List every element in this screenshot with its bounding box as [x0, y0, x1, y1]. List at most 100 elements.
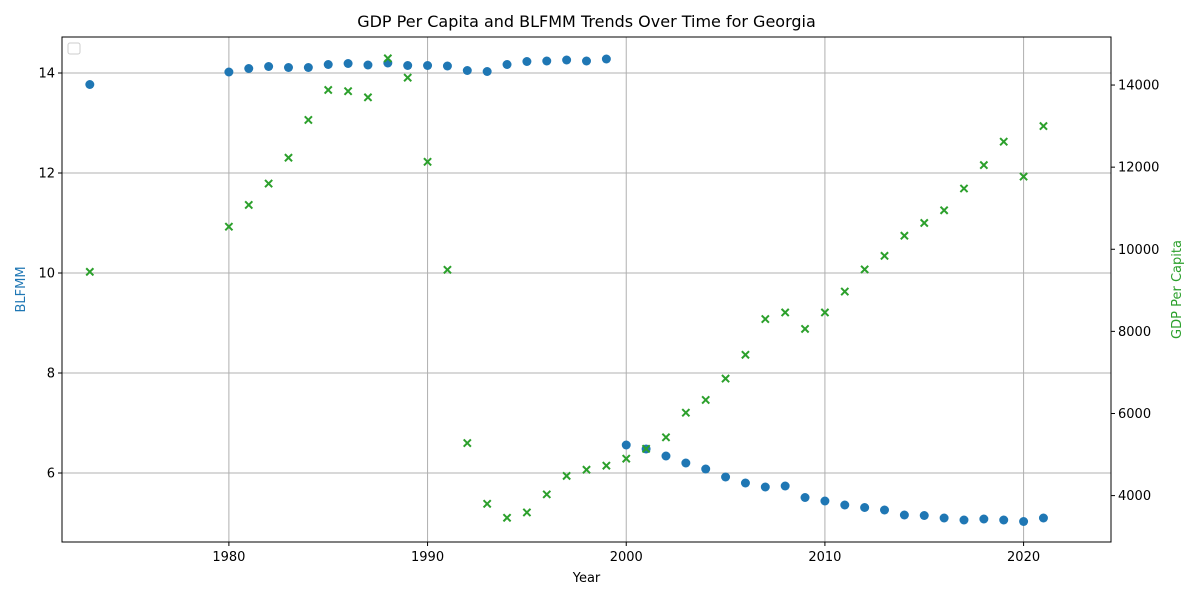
blfmm-point	[582, 56, 591, 66]
gdp-point	[661, 432, 671, 442]
blfmm-point	[999, 515, 1009, 525]
blfmm-point	[323, 60, 333, 69]
blfmm-point	[601, 54, 611, 64]
y-left-tick-label: 8	[47, 367, 55, 382]
y-axis-left: 6 8 10 12 14	[38, 67, 62, 482]
gdp-point	[721, 374, 730, 383]
blfmm-point	[681, 458, 691, 468]
x-tick-label: 1990	[411, 550, 444, 565]
blfmm-point	[701, 464, 711, 474]
gdp-point	[323, 85, 333, 95]
blfmm-point	[959, 515, 969, 525]
blfmm-point	[820, 496, 830, 506]
gdp-point	[244, 200, 254, 210]
blfmm-point	[423, 61, 433, 70]
gdp-point	[800, 324, 810, 334]
y-right-tick-label: 14000	[1118, 79, 1159, 94]
gdp-point	[1019, 172, 1028, 181]
blfmm-point	[562, 55, 572, 65]
blfmm-point	[880, 505, 890, 515]
y-left-tick-label: 12	[38, 167, 55, 182]
blfmm-point	[85, 80, 95, 89]
gdp-point	[343, 86, 353, 96]
blfmm-point	[840, 500, 850, 510]
gdp-point	[900, 231, 909, 241]
gdp-series	[85, 54, 1048, 523]
plot-frame	[61, 36, 1112, 543]
y-left-tick-label: 6	[47, 467, 55, 482]
gdp-point	[681, 408, 691, 417]
blfmm-point	[442, 61, 452, 71]
gdp-point	[860, 265, 869, 274]
gdp-point	[820, 308, 830, 317]
gdp-point	[264, 179, 273, 188]
gdp-point	[880, 251, 889, 261]
gdp-point	[959, 184, 969, 193]
y-axis-right-label: GDP Per Capita	[1170, 240, 1185, 339]
gdp-point	[919, 218, 929, 228]
gdp-point	[304, 115, 313, 125]
blfmm-point	[919, 511, 929, 520]
gdp-point	[522, 508, 532, 517]
y-right-tick-label: 6000	[1118, 407, 1151, 422]
gdp-point	[482, 499, 492, 509]
gdp-point	[383, 54, 393, 63]
gdp-point	[85, 267, 95, 277]
gdp-point	[701, 395, 711, 405]
y-left-tick-label: 10	[38, 267, 55, 282]
blfmm-point	[721, 472, 731, 482]
gdp-point	[840, 287, 850, 296]
gdp-point	[741, 350, 750, 360]
y-left-tick-label: 14	[38, 67, 55, 82]
blfmm-point	[283, 63, 293, 72]
blfmm-point	[343, 59, 353, 68]
gdp-point	[403, 73, 413, 82]
blfmm-point	[522, 57, 532, 66]
gdp-point	[562, 471, 571, 481]
gdp-point	[979, 160, 989, 170]
legend-box	[67, 42, 81, 55]
blfmm-point	[264, 62, 274, 71]
blfmm-point	[303, 63, 313, 72]
gdp-point	[224, 222, 234, 231]
blfmm-point	[482, 67, 492, 76]
blfmm-point	[899, 510, 909, 520]
x-tick-label: 2010	[808, 550, 841, 565]
gdp-point	[423, 157, 432, 167]
blfmm-point	[860, 503, 870, 512]
gdp-point	[939, 205, 949, 215]
gdp-point	[1039, 121, 1048, 131]
x-tick-label: 1980	[212, 550, 245, 565]
y-axis-right: 4000 6000 8000 10000 12000 14000	[1111, 79, 1159, 504]
grid-lines	[62, 37, 1111, 542]
chart-title: GDP Per Capita and BLFMM Trends Over Tim…	[357, 12, 816, 31]
gdp-point	[582, 465, 591, 475]
blfmm-point	[462, 66, 472, 75]
y-right-tick-label: 10000	[1118, 243, 1159, 258]
gdp-point	[999, 137, 1009, 147]
blfmm-point	[1038, 513, 1048, 523]
x-axis-label: Year	[572, 571, 601, 586]
blfmm-point	[800, 493, 810, 502]
gdp-point	[602, 461, 611, 470]
blfmm-point	[224, 67, 234, 77]
x-axis: 1980 1990 2000 2010 2020	[212, 542, 1040, 565]
blfmm-point	[780, 481, 790, 491]
x-tick-label: 2000	[610, 550, 643, 565]
y-axis-left-label: BLFMM	[14, 266, 29, 312]
blfmm-point	[1019, 517, 1029, 526]
gdp-point	[284, 153, 293, 163]
blfmm-point	[621, 440, 631, 450]
blfmm-point	[760, 482, 770, 492]
blfmm-point	[542, 56, 552, 66]
blfmm-point	[244, 64, 254, 73]
y-right-tick-label: 4000	[1118, 489, 1151, 504]
y-right-tick-label: 12000	[1118, 161, 1159, 176]
gdp-point	[443, 265, 452, 275]
gdp-point	[502, 513, 512, 523]
gdp-point	[542, 490, 552, 499]
blfmm-point	[403, 61, 413, 70]
blfmm-point	[502, 60, 512, 69]
